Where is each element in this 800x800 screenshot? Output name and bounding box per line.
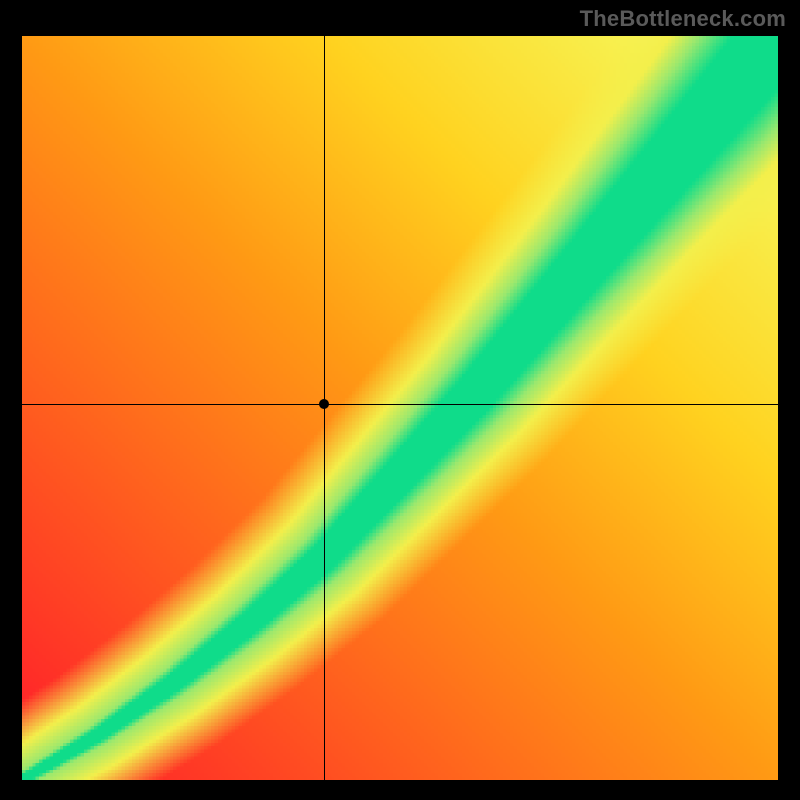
plot-area [22, 36, 778, 780]
marker-dot [319, 399, 329, 409]
crosshair-horizontal [22, 404, 778, 405]
heatmap-canvas [22, 36, 778, 780]
watermark-text: TheBottleneck.com [580, 6, 786, 32]
chart-container: TheBottleneck.com [0, 0, 800, 800]
